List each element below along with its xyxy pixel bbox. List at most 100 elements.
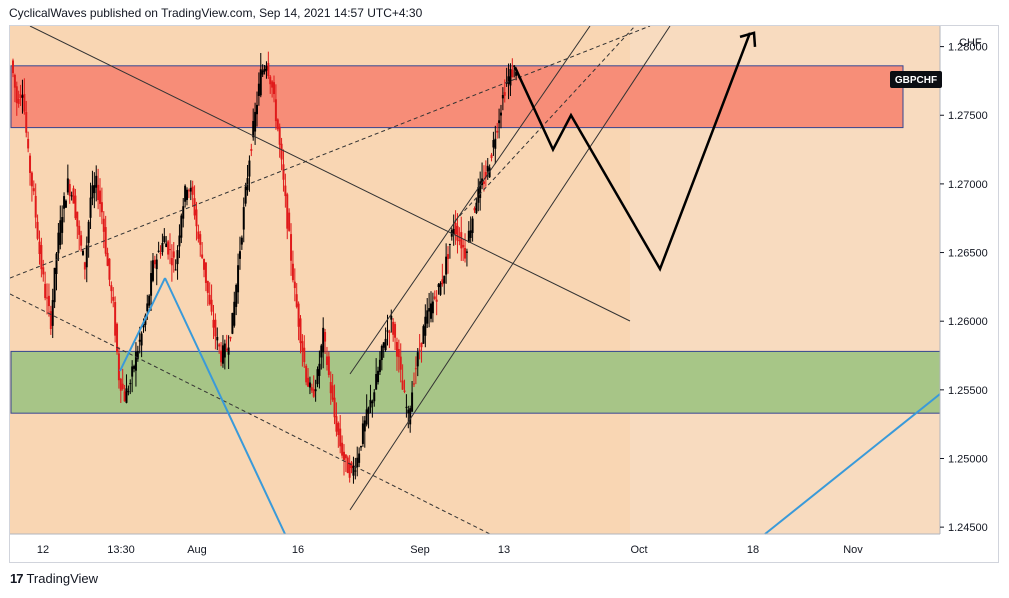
candle-body[interactable] — [142, 323, 145, 328]
candle-body[interactable] — [447, 254, 450, 260]
projection-path[interactable] — [513, 32, 752, 272]
candle-body[interactable] — [401, 380, 404, 390]
candle-body[interactable] — [477, 187, 480, 203]
candle-body[interactable] — [490, 154, 493, 158]
candle-body[interactable] — [386, 330, 389, 332]
candle-body[interactable] — [123, 391, 126, 402]
candle-body[interactable] — [305, 365, 308, 383]
candle-body[interactable] — [80, 235, 83, 246]
candle-body[interactable] — [499, 112, 502, 116]
candle-body[interactable] — [206, 280, 209, 293]
candle-body[interactable] — [87, 221, 90, 243]
candle-body[interactable] — [227, 347, 230, 355]
candle-body[interactable] — [365, 409, 368, 425]
candle-body[interactable] — [428, 308, 431, 312]
candle-body[interactable] — [435, 299, 438, 302]
candle-body[interactable] — [174, 269, 177, 271]
candle-body[interactable] — [407, 409, 410, 414]
candle-body[interactable] — [460, 232, 463, 249]
descending-trendline[interactable] — [29, 26, 631, 322]
candle-body[interactable] — [212, 319, 215, 328]
candle-body[interactable] — [448, 244, 451, 246]
candle-body[interactable] — [271, 81, 274, 88]
candle-body[interactable] — [252, 120, 255, 138]
candle-body[interactable] — [133, 366, 136, 369]
candle-body[interactable] — [293, 281, 296, 289]
candle-body[interactable] — [47, 295, 50, 307]
candle-body[interactable] — [288, 212, 291, 231]
candle-body[interactable] — [191, 186, 194, 195]
candle-body[interactable] — [155, 259, 158, 270]
candle-body[interactable] — [49, 311, 52, 330]
candle-body[interactable] — [199, 234, 202, 245]
candle-body[interactable] — [397, 349, 400, 358]
candle-body[interactable] — [471, 218, 474, 233]
candle-body[interactable] — [284, 185, 287, 197]
candle-body[interactable] — [117, 353, 120, 381]
candle-body[interactable] — [257, 83, 260, 96]
candle-body[interactable] — [327, 356, 330, 375]
candle-body[interactable] — [307, 377, 310, 387]
candle-body[interactable] — [182, 206, 185, 219]
candle-body[interactable] — [197, 231, 200, 239]
channel-mid-line[interactable] — [454, 26, 636, 222]
candle-body[interactable] — [61, 217, 64, 233]
candle-body[interactable] — [405, 406, 408, 408]
candle-body[interactable] — [68, 183, 71, 196]
candle-body[interactable] — [329, 382, 332, 394]
candle-body[interactable] — [240, 237, 243, 245]
candle-body[interactable] — [331, 385, 334, 400]
candle-body[interactable] — [273, 82, 276, 95]
candle-body[interactable] — [286, 194, 289, 229]
candle-body[interactable] — [161, 243, 164, 253]
candle-body[interactable] — [263, 69, 266, 72]
candle-body[interactable] — [498, 120, 501, 124]
candle-body[interactable] — [367, 407, 370, 414]
candle-body[interactable] — [467, 230, 470, 242]
candle-body[interactable] — [297, 303, 300, 327]
blue-line-right[interactable] — [764, 393, 941, 535]
candle-body[interactable] — [138, 339, 141, 342]
candle-body[interactable] — [25, 111, 28, 133]
candle-body[interactable] — [390, 315, 393, 320]
candle-body[interactable] — [167, 241, 170, 255]
candle-body[interactable] — [189, 187, 192, 192]
candle-body[interactable] — [484, 171, 487, 178]
candle-body[interactable] — [242, 207, 245, 230]
candle-body[interactable] — [515, 71, 518, 76]
candle-body[interactable] — [201, 254, 204, 258]
candle-body[interactable] — [223, 343, 226, 358]
candle-body[interactable] — [342, 451, 345, 460]
candle-body[interactable] — [356, 457, 359, 468]
candle-body[interactable] — [341, 442, 344, 456]
candle-body[interactable] — [513, 65, 516, 67]
candle-body[interactable] — [295, 294, 298, 307]
blue-line-left[interactable] — [164, 277, 286, 535]
candle-body[interactable] — [165, 243, 168, 248]
candle-body[interactable] — [507, 76, 510, 84]
candle-body[interactable] — [492, 140, 495, 148]
candle-body[interactable] — [303, 347, 306, 363]
candle-body[interactable] — [64, 200, 67, 208]
candle-body[interactable] — [486, 165, 489, 172]
candle-body[interactable] — [93, 185, 96, 194]
candle-body[interactable] — [100, 202, 103, 213]
candle-body[interactable] — [420, 342, 423, 348]
candle-body[interactable] — [291, 263, 294, 281]
candle-body[interactable] — [274, 99, 277, 122]
candle-body[interactable] — [360, 446, 363, 448]
candle-body[interactable] — [38, 241, 41, 254]
candle-body[interactable] — [465, 251, 468, 253]
candle-body[interactable] — [220, 350, 223, 363]
candle-body[interactable] — [97, 184, 100, 201]
candle-body[interactable] — [214, 319, 217, 337]
candle-body[interactable] — [458, 240, 461, 242]
candle-body[interactable] — [119, 378, 122, 391]
candle-body[interactable] — [78, 225, 81, 235]
candle-body[interactable] — [494, 138, 497, 149]
candle-body[interactable] — [121, 383, 124, 389]
candle-body[interactable] — [180, 215, 183, 238]
candle-body[interactable] — [320, 345, 323, 358]
candle-body[interactable] — [259, 69, 262, 96]
